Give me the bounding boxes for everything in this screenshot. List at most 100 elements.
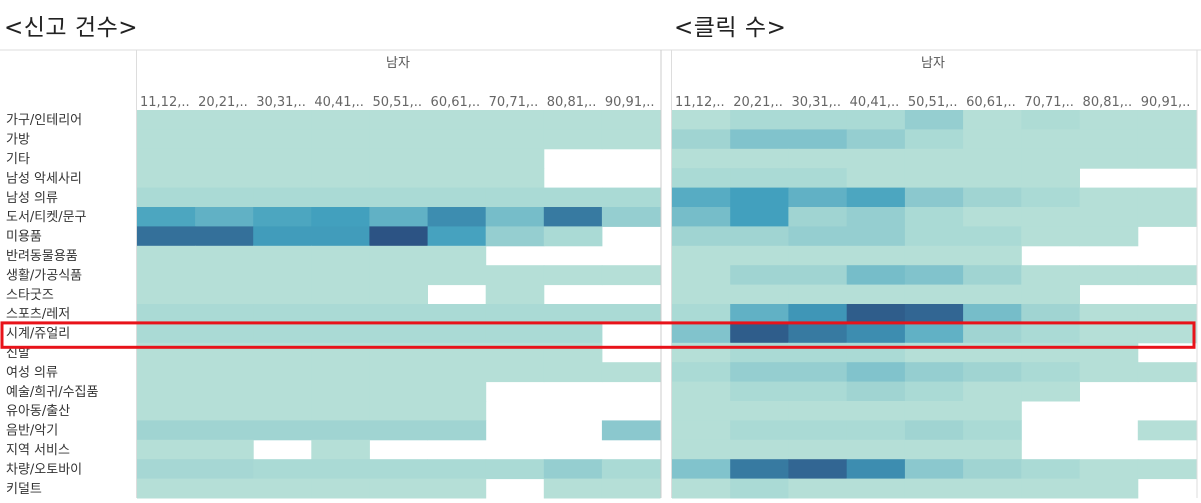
column-label: 70,71,.. [1024, 95, 1074, 110]
heatmap-cell [137, 148, 196, 169]
heatmap-cell [601, 478, 661, 499]
heatmap-cell [1079, 265, 1139, 286]
heatmap-cell [672, 245, 731, 266]
column-label: 11,12,.. [675, 95, 725, 110]
heatmap-cell [788, 381, 848, 402]
heatmap-cell [311, 362, 370, 383]
heatmap-cell [543, 129, 603, 150]
heatmap-cell [543, 478, 603, 499]
heatmap-cell [253, 381, 312, 402]
heatmap-cell [1021, 323, 1080, 344]
row-label: 남성 의류 [6, 191, 58, 206]
column-label: 50,51,.. [372, 95, 422, 110]
row-label: 차량/오토바이 [6, 462, 82, 477]
heatmap-cell [427, 148, 487, 169]
heatmap-cell [601, 420, 661, 441]
heatmap-cell [195, 420, 254, 441]
heatmap-cell [672, 304, 731, 324]
heatmap-cell [963, 381, 1022, 402]
heatmap-cell [788, 207, 848, 227]
heatmap-cell [601, 187, 661, 208]
heatmap-cell [730, 226, 789, 247]
row-label: 기타 [6, 152, 30, 167]
heatmap-cell [846, 459, 906, 480]
heatmap-cell [730, 148, 789, 169]
heatmap-cell [1079, 459, 1139, 480]
heatmap-cell [846, 110, 906, 130]
heatmap-cell [253, 265, 312, 286]
heatmap-cell [672, 110, 731, 130]
heatmap-cell [137, 478, 196, 499]
heatmap-cell [730, 187, 789, 208]
heatmap-cell [846, 129, 906, 150]
heatmap-cell [788, 129, 848, 150]
heatmap-cell [253, 110, 312, 130]
heatmap-cell [485, 323, 545, 344]
column-group-header: 남자 [386, 56, 410, 71]
heatmap-cell [427, 226, 487, 247]
heatmap-cell [730, 342, 789, 363]
heatmap-cell [427, 362, 487, 383]
heatmap-cell [963, 362, 1022, 383]
heatmap-cell [904, 265, 964, 286]
row-label: 스포츠/레저 [6, 307, 70, 322]
heatmap-cell [137, 342, 196, 363]
heatmap-cell [1021, 304, 1080, 324]
right-panel-title: <클릭 수> [674, 15, 787, 41]
heatmap-cell [904, 381, 964, 402]
heatmap-cell [543, 265, 603, 286]
heatmap-cell [1079, 478, 1139, 499]
heatmap-cell [253, 362, 312, 383]
heatmap-cell [730, 478, 789, 499]
heatmap-cell [730, 381, 789, 402]
heatmap-cell [311, 129, 370, 150]
heatmap-cell [1021, 187, 1080, 208]
heatmap-cell [427, 129, 487, 150]
heatmap-cell [311, 226, 370, 247]
heatmap-cell [672, 362, 731, 383]
heatmap-cell [601, 304, 661, 324]
heatmap-cell [730, 168, 789, 189]
heatmap-cell [963, 245, 1022, 266]
heatmap-cell [904, 304, 964, 324]
heatmap-cell [543, 459, 603, 480]
heatmap-cell [601, 362, 661, 383]
heatmap-cell [788, 168, 848, 189]
heatmap-cell [311, 245, 370, 266]
heatmap-cell [963, 265, 1022, 286]
row-label: 도서/티켓/문구 [6, 210, 87, 225]
heatmap-cell [846, 401, 906, 421]
heatmap-cell [369, 478, 428, 499]
heatmap-cell [137, 129, 196, 150]
heatmap-cell [311, 342, 370, 363]
heatmap-cell [369, 401, 428, 421]
heatmap-cell [253, 245, 312, 266]
heatmap-cell [195, 226, 254, 247]
heatmap-cell [311, 284, 370, 305]
heatmap-cell [904, 148, 964, 169]
heatmap-cell [846, 207, 906, 227]
heatmap-cell [846, 362, 906, 383]
left-panel-title: <신고 건수> [4, 15, 138, 41]
heatmap-cell [1021, 168, 1080, 189]
heatmap-cell [369, 129, 428, 150]
heatmap-cell [963, 323, 1022, 344]
column-label: 50,51,.. [908, 95, 958, 110]
heatmap-cell [1021, 284, 1080, 305]
heatmap-cell [427, 478, 487, 499]
heatmap-cell [1079, 110, 1139, 130]
heatmap-cell [369, 110, 428, 130]
column-label: 60,61,.. [431, 95, 481, 110]
heatmap-cell [963, 342, 1022, 363]
heatmap-cell [904, 439, 964, 460]
heatmap-cell [846, 304, 906, 324]
heatmap-cell [963, 401, 1022, 421]
heatmap-cell [730, 459, 789, 480]
heatmap-cell [195, 245, 254, 266]
heatmap-cell [1021, 265, 1080, 286]
heatmap-cell [1021, 342, 1080, 363]
heatmap-cell [369, 323, 428, 344]
heatmap-cell [543, 110, 603, 130]
heatmap-cell [253, 187, 312, 208]
heatmap-cell [672, 226, 731, 247]
